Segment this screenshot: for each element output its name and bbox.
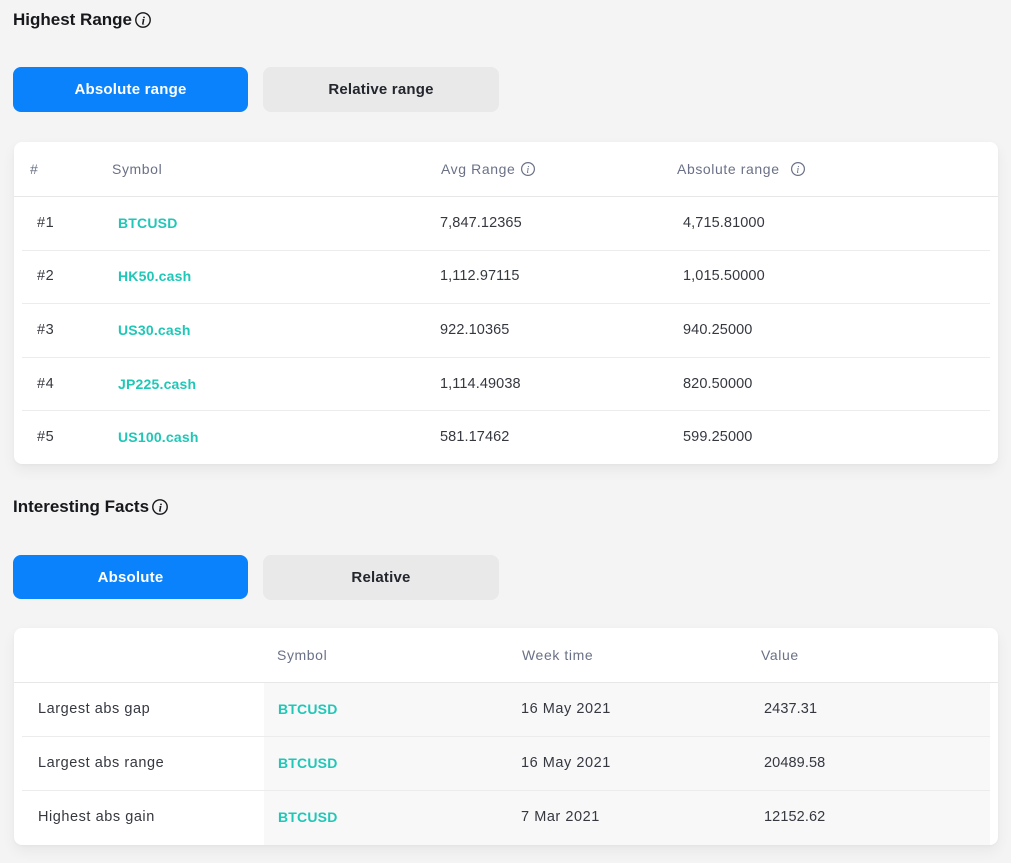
svg-text:i: i (796, 165, 800, 176)
svg-text:i: i (142, 13, 146, 27)
svg-text:i: i (159, 500, 163, 514)
svg-text:i: i (527, 165, 531, 176)
